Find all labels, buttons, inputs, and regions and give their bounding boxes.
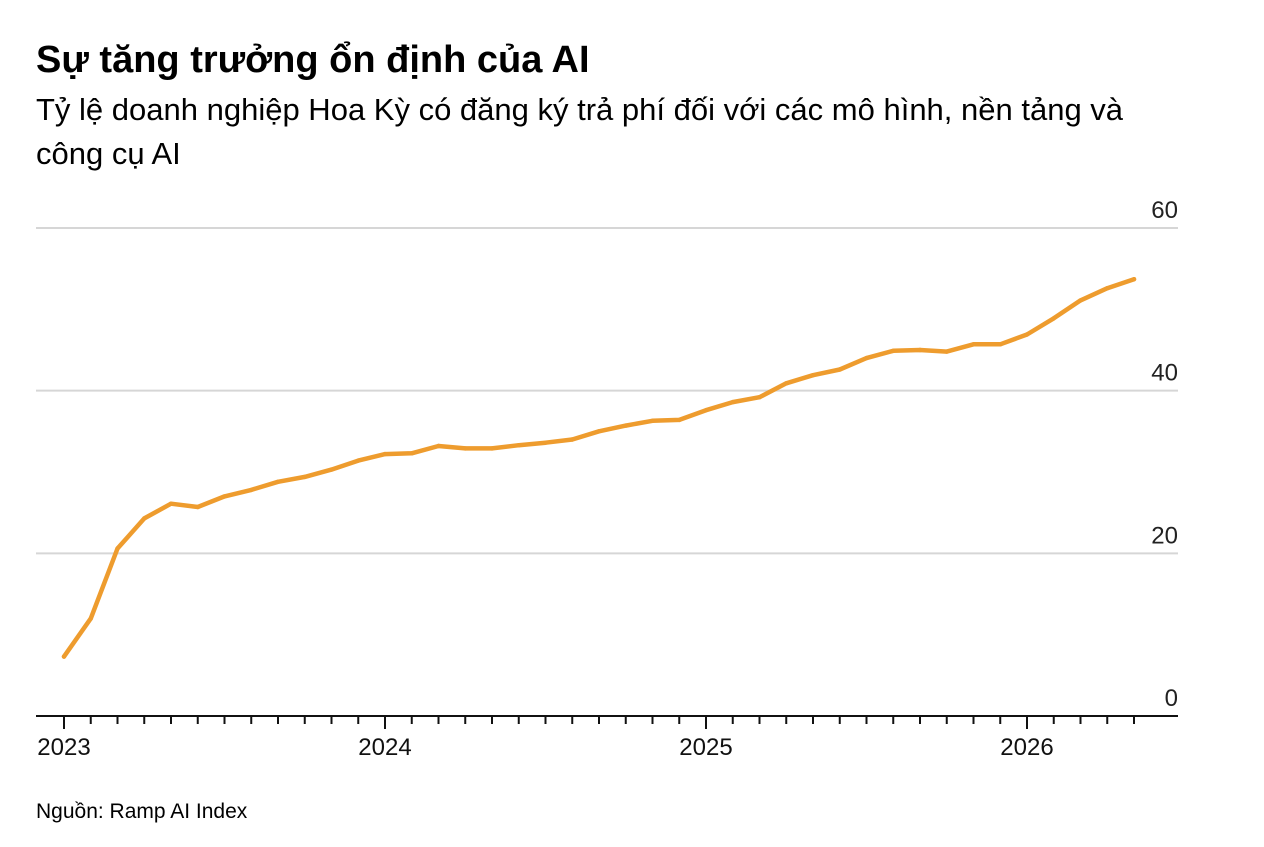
grid-layer [36, 227, 1178, 555]
data-point-2025-12 [998, 342, 1003, 347]
data-point-2025-10 [944, 349, 949, 354]
series-line-0 [61, 276, 1137, 659]
x-tick-label-2025: 2025 [679, 734, 732, 761]
data-point-2024-08 [570, 437, 575, 442]
data-point-2024-06 [516, 443, 521, 448]
y-tick-label-40: 40 [1151, 360, 1178, 387]
source-note: Nguồn: Ramp AI Index [36, 800, 248, 823]
data-point-2025-02 [730, 399, 735, 405]
y-tick-label-0: 0 [1165, 685, 1178, 712]
y-tick-label-20: 20 [1151, 522, 1178, 549]
data-point-2025-05 [810, 373, 816, 378]
y-tick-label-60: 60 [1151, 197, 1178, 224]
data-point-2025-06 [837, 367, 842, 372]
data-point-2026-05 [1131, 277, 1137, 282]
data-point-2026-03 [1078, 298, 1083, 303]
data-point-2023-01 [61, 654, 67, 659]
data-point-2023-12 [356, 458, 361, 463]
chart-subtitle: Tỷ lệ doanh nghiệp Hoa Kỳ có đăng ký trả… [36, 92, 1124, 171]
data-point-2025-08 [891, 348, 896, 353]
data-point-2026-04 [1105, 286, 1110, 291]
data-point-2026-01 [1024, 332, 1030, 337]
data-point-2025-11 [971, 342, 976, 347]
data-point-2023-10 [302, 474, 307, 480]
data-point-2023-02 [88, 616, 94, 621]
data-point-2023-06 [195, 504, 200, 510]
data-point-2025-03 [757, 395, 762, 400]
data-point-2024-07 [543, 440, 548, 445]
x-tick-label-2024: 2024 [358, 734, 411, 761]
series-layer [61, 276, 1137, 659]
data-point-2024-01 [382, 451, 388, 457]
data-point-2023-09 [275, 479, 281, 484]
data-point-2023-07 [222, 494, 227, 499]
data-point-2026-02 [1051, 316, 1057, 321]
x-tick-label-2026: 2026 [1000, 734, 1053, 761]
data-point-2023-03 [115, 546, 120, 551]
data-point-2023-05 [168, 501, 174, 506]
data-point-2024-02 [409, 451, 414, 456]
data-point-2024-03 [436, 443, 441, 449]
data-point-2024-09 [596, 429, 602, 434]
data-point-2025-09 [917, 347, 923, 353]
data-point-2023-11 [329, 467, 334, 472]
data-point-2024-12 [677, 417, 682, 423]
data-point-2024-05 [489, 446, 495, 451]
data-point-2024-11 [650, 418, 655, 423]
chart-title: Sự tăng trưởng ổn định của AI [36, 39, 590, 81]
data-point-2024-10 [623, 423, 628, 428]
data-point-2023-04 [142, 516, 147, 521]
axis-layer: 0 20 40 60 2023 2024 2025 2026 [36, 197, 1178, 761]
data-point-2023-08 [249, 487, 254, 493]
data-point-2025-04 [784, 381, 789, 386]
x-tick-label-2023: 2023 [37, 734, 90, 761]
data-point-2025-07 [864, 355, 869, 361]
data-point-2025-01 [703, 408, 709, 413]
data-point-2024-04 [463, 446, 468, 451]
